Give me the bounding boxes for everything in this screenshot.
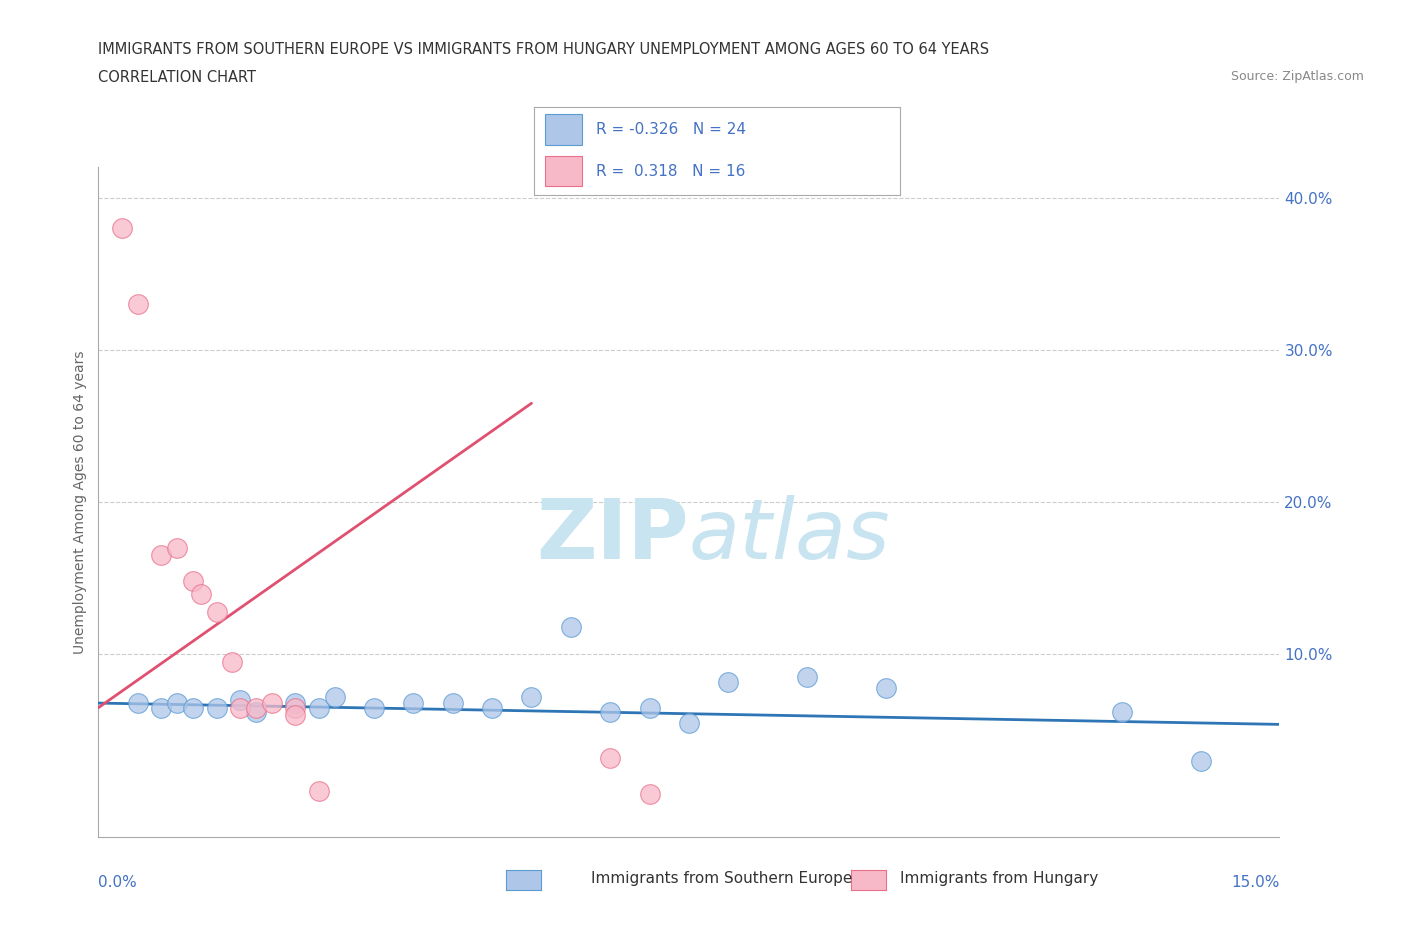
- Point: [308, 700, 330, 715]
- Point: [111, 220, 134, 235]
- Text: IMMIGRANTS FROM SOUTHERN EUROPE VS IMMIGRANTS FROM HUNGARY UNEMPLOYMENT AMONG AG: IMMIGRANTS FROM SOUTHERN EUROPE VS IMMIG…: [98, 42, 990, 57]
- Text: ZIP: ZIP: [537, 495, 689, 577]
- Text: 15.0%: 15.0%: [1232, 875, 1279, 890]
- Point: [205, 604, 228, 619]
- Point: [796, 670, 818, 684]
- Y-axis label: Unemployment Among Ages 60 to 64 years: Unemployment Among Ages 60 to 64 years: [73, 351, 87, 654]
- Text: Source: ZipAtlas.com: Source: ZipAtlas.com: [1230, 70, 1364, 83]
- Point: [678, 715, 700, 730]
- FancyBboxPatch shape: [546, 155, 582, 186]
- Point: [150, 548, 173, 563]
- Point: [1111, 705, 1133, 720]
- Text: R =  0.318   N = 16: R = 0.318 N = 16: [596, 164, 745, 179]
- Point: [245, 700, 267, 715]
- Point: [229, 700, 252, 715]
- Point: [717, 674, 740, 689]
- Point: [284, 708, 307, 723]
- Point: [308, 784, 330, 799]
- Point: [245, 705, 267, 720]
- Text: Immigrants from Southern Europe: Immigrants from Southern Europe: [591, 871, 852, 886]
- Point: [441, 696, 464, 711]
- Point: [284, 700, 307, 715]
- Point: [166, 696, 188, 711]
- Text: 0.0%: 0.0%: [98, 875, 138, 890]
- Point: [284, 696, 307, 711]
- Text: CORRELATION CHART: CORRELATION CHART: [98, 70, 256, 85]
- Point: [481, 700, 503, 715]
- Point: [520, 689, 543, 704]
- Text: atlas: atlas: [689, 495, 890, 577]
- Point: [875, 681, 897, 696]
- Point: [127, 297, 149, 312]
- FancyBboxPatch shape: [546, 114, 582, 145]
- Point: [229, 693, 252, 708]
- Point: [560, 619, 582, 634]
- Point: [260, 696, 283, 711]
- Point: [323, 689, 346, 704]
- Point: [166, 540, 188, 555]
- Point: [181, 574, 204, 589]
- Point: [599, 705, 621, 720]
- Point: [181, 700, 204, 715]
- Point: [1189, 753, 1212, 768]
- Point: [205, 700, 228, 715]
- Text: R = -0.326   N = 24: R = -0.326 N = 24: [596, 122, 747, 137]
- Point: [402, 696, 425, 711]
- Point: [638, 787, 661, 802]
- Point: [638, 700, 661, 715]
- Point: [363, 700, 385, 715]
- Point: [221, 655, 243, 670]
- Point: [190, 586, 212, 601]
- Point: [599, 751, 621, 765]
- Point: [150, 700, 173, 715]
- Point: [127, 696, 149, 711]
- Text: Immigrants from Hungary: Immigrants from Hungary: [900, 871, 1098, 886]
